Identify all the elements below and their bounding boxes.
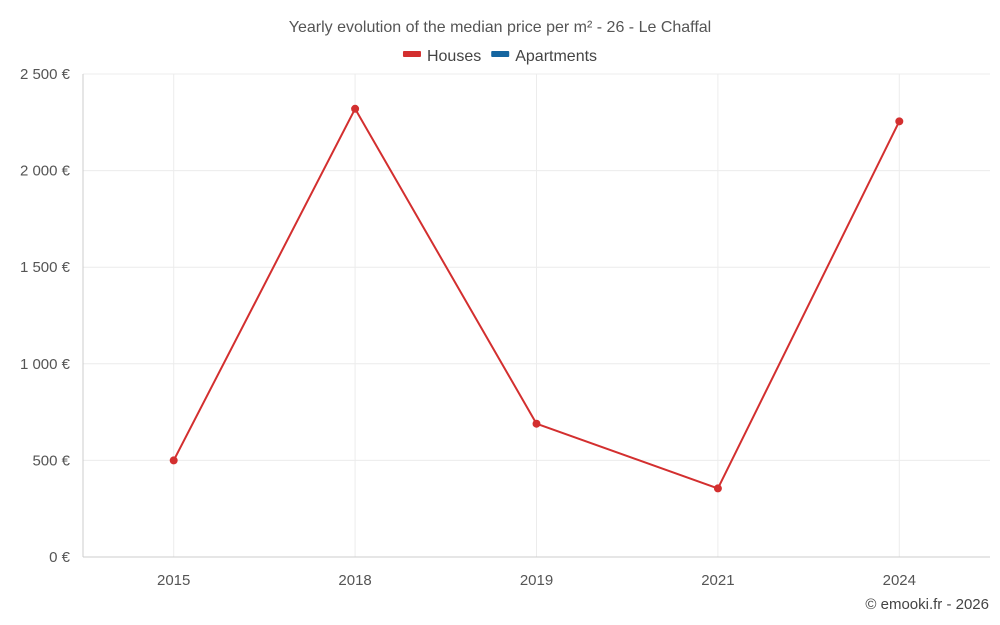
legend-swatch (402, 51, 421, 57)
x-axis: 2015 2018 2019 2021 2024 (83, 556, 990, 589)
chart-title: Yearly evolution of the median price per… (289, 19, 711, 36)
legend-item-apartments[interactable]: Apartments (491, 48, 597, 65)
x-tick-label: 2019 (520, 572, 553, 589)
data-point-houses[interactable] (351, 104, 360, 113)
legend-label: Apartments (515, 48, 597, 65)
legend-item-houses[interactable]: Houses (402, 48, 481, 65)
y-tick-label: 500 € (32, 452, 70, 469)
series-layer (169, 104, 904, 493)
y-tick-label: 2 500 € (20, 66, 71, 83)
x-tick-label: 2018 (338, 572, 371, 589)
legend-swatch (491, 51, 510, 57)
data-point-houses[interactable] (895, 117, 904, 126)
data-point-houses[interactable] (713, 484, 722, 493)
x-tick-label: 2024 (883, 572, 916, 589)
credit-label: © emooki.fr - 2026 (865, 596, 989, 613)
y-tick-label: 2 000 € (20, 163, 71, 180)
data-point-houses[interactable] (532, 419, 541, 428)
y-tick-label: 0 € (49, 549, 71, 566)
legend[interactable]: Houses Apartments (402, 48, 597, 65)
gridlines (83, 73, 990, 557)
y-axis: 0 € 500 € 1 000 € 1 500 € 2 000 € 2 500 € (20, 66, 84, 566)
y-tick-label: 1 500 € (20, 259, 71, 276)
x-tick-label: 2021 (701, 572, 734, 589)
x-tick-label: 2015 (157, 572, 190, 589)
data-point-houses[interactable] (169, 456, 178, 465)
legend-label: Houses (427, 48, 481, 65)
y-tick-label: 1 000 € (20, 356, 71, 373)
